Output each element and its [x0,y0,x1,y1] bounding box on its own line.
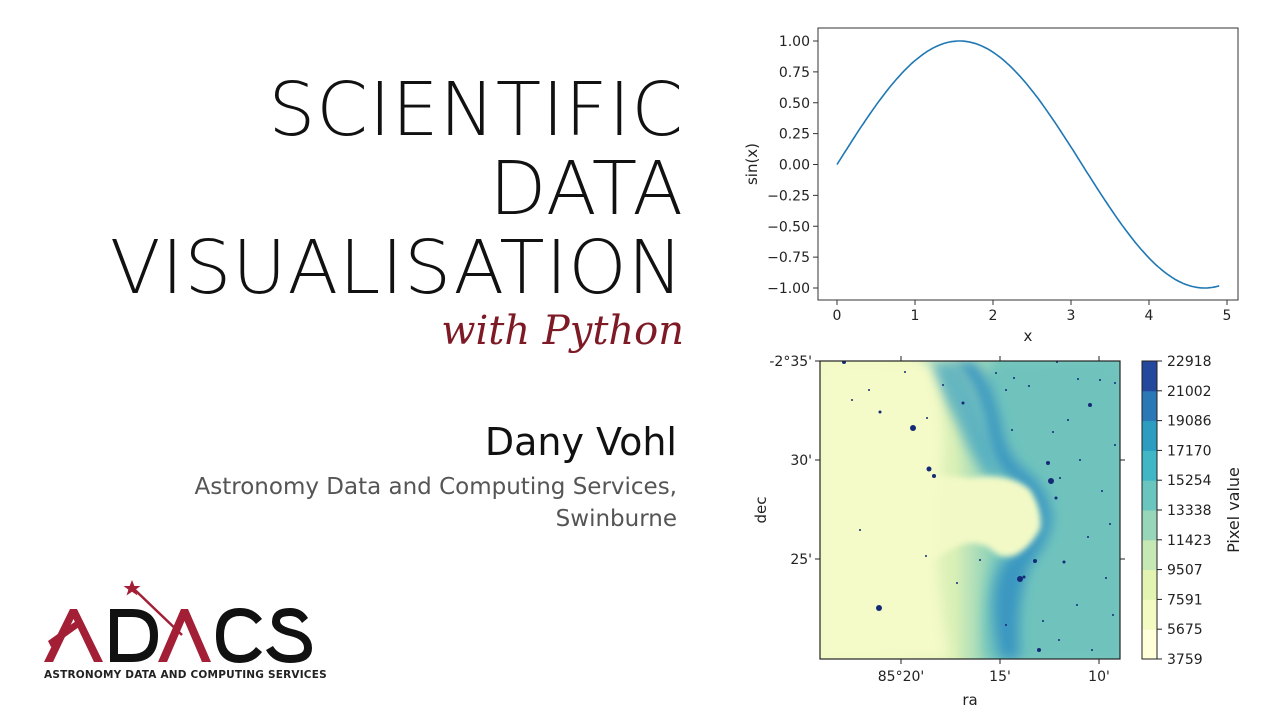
colorbar-tick-label: 9507 [1167,563,1203,579]
nebula-axes-frame [819,360,1121,660]
dec-tick-1: -2°35' [769,354,812,370]
sin-xtick-label: 5 [1223,308,1232,324]
colorbar-tick-label: 11423 [1167,533,1212,549]
sin-xtick-label: 2 [989,308,998,324]
sin-ytick-label: −1.00 [767,281,810,297]
sin-curve [836,40,1220,289]
sin-ytick-label: −0.25 [767,188,810,204]
sin-ytick-label: −0.50 [767,219,810,235]
colorbar-tick-label: 21002 [1167,384,1212,400]
nebula-chart: 85°20' 15' 10' -2°35' 30' 25' ra dec 229… [752,354,1243,709]
sin-ytick-label: 0.00 [779,158,810,174]
affiliation-line-2: Swinburne [555,506,677,532]
adacs-logo [44,580,312,663]
ra-tick-2: 15' [989,669,1011,685]
colorbar-tick-label: 3759 [1167,652,1203,668]
colorbar-tick-label: 13338 [1167,503,1212,519]
colorbar-tick-label: 22918 [1167,354,1212,370]
sin-xtick-label: 0 [833,308,842,324]
nebula-ylabel: dec [752,497,770,524]
colorbar-tick-label: 15254 [1167,473,1212,489]
title-line-1: SCIENTIFIC [268,67,684,153]
sin-ytick-label: −0.75 [767,250,810,266]
sin-ytick-label: 1.00 [779,34,810,50]
dec-tick-3: 25' [790,552,812,568]
sin-chart-xlabel: x [1024,327,1033,345]
sin-xtick-label: 1 [911,308,920,324]
nebula-image [820,361,1120,659]
title-line-2: DATA [489,146,684,232]
affiliation-line-1: Astronomy Data and Computing Services, [194,474,677,500]
sin-ytick-label: 0.50 [779,96,810,112]
sin-xtick-label: 3 [1067,308,1076,324]
sin-ytick-label: 0.25 [779,127,810,143]
sin-chart-axes-frame [817,27,1239,301]
ra-tick-3: 10' [1088,669,1110,685]
colorbar-tick-label: 5675 [1167,622,1203,638]
author-name: Dany Vohl [484,420,677,464]
dec-tick-2: 30' [790,453,812,469]
colorbar-tick-label: 17170 [1167,443,1212,459]
sin-chart-ylabel: sin(x) [743,143,761,185]
sin-xtick-label: 4 [1145,308,1154,324]
colorbar-label: Pixel value [1224,467,1243,553]
logo-caption: ASTRONOMY DATA AND COMPUTING SERVICES [44,669,327,681]
subtitle: with Python [441,308,684,354]
colorbar [1142,361,1157,660]
colorbar-tick-label: 7591 [1167,592,1203,608]
sin-ytick-label: 0.75 [779,65,810,81]
ra-tick-1: 85°20' [878,669,924,685]
nebula-xlabel: ra [962,691,977,709]
sin-chart: 1.00 0.75 0.50 0.25 0.00 −0.25 −0.50 −0.75 −1.00… [743,27,1239,345]
colorbar-tick-label: 19086 [1167,414,1212,430]
title-line-3: VISUALISATION [109,225,684,311]
